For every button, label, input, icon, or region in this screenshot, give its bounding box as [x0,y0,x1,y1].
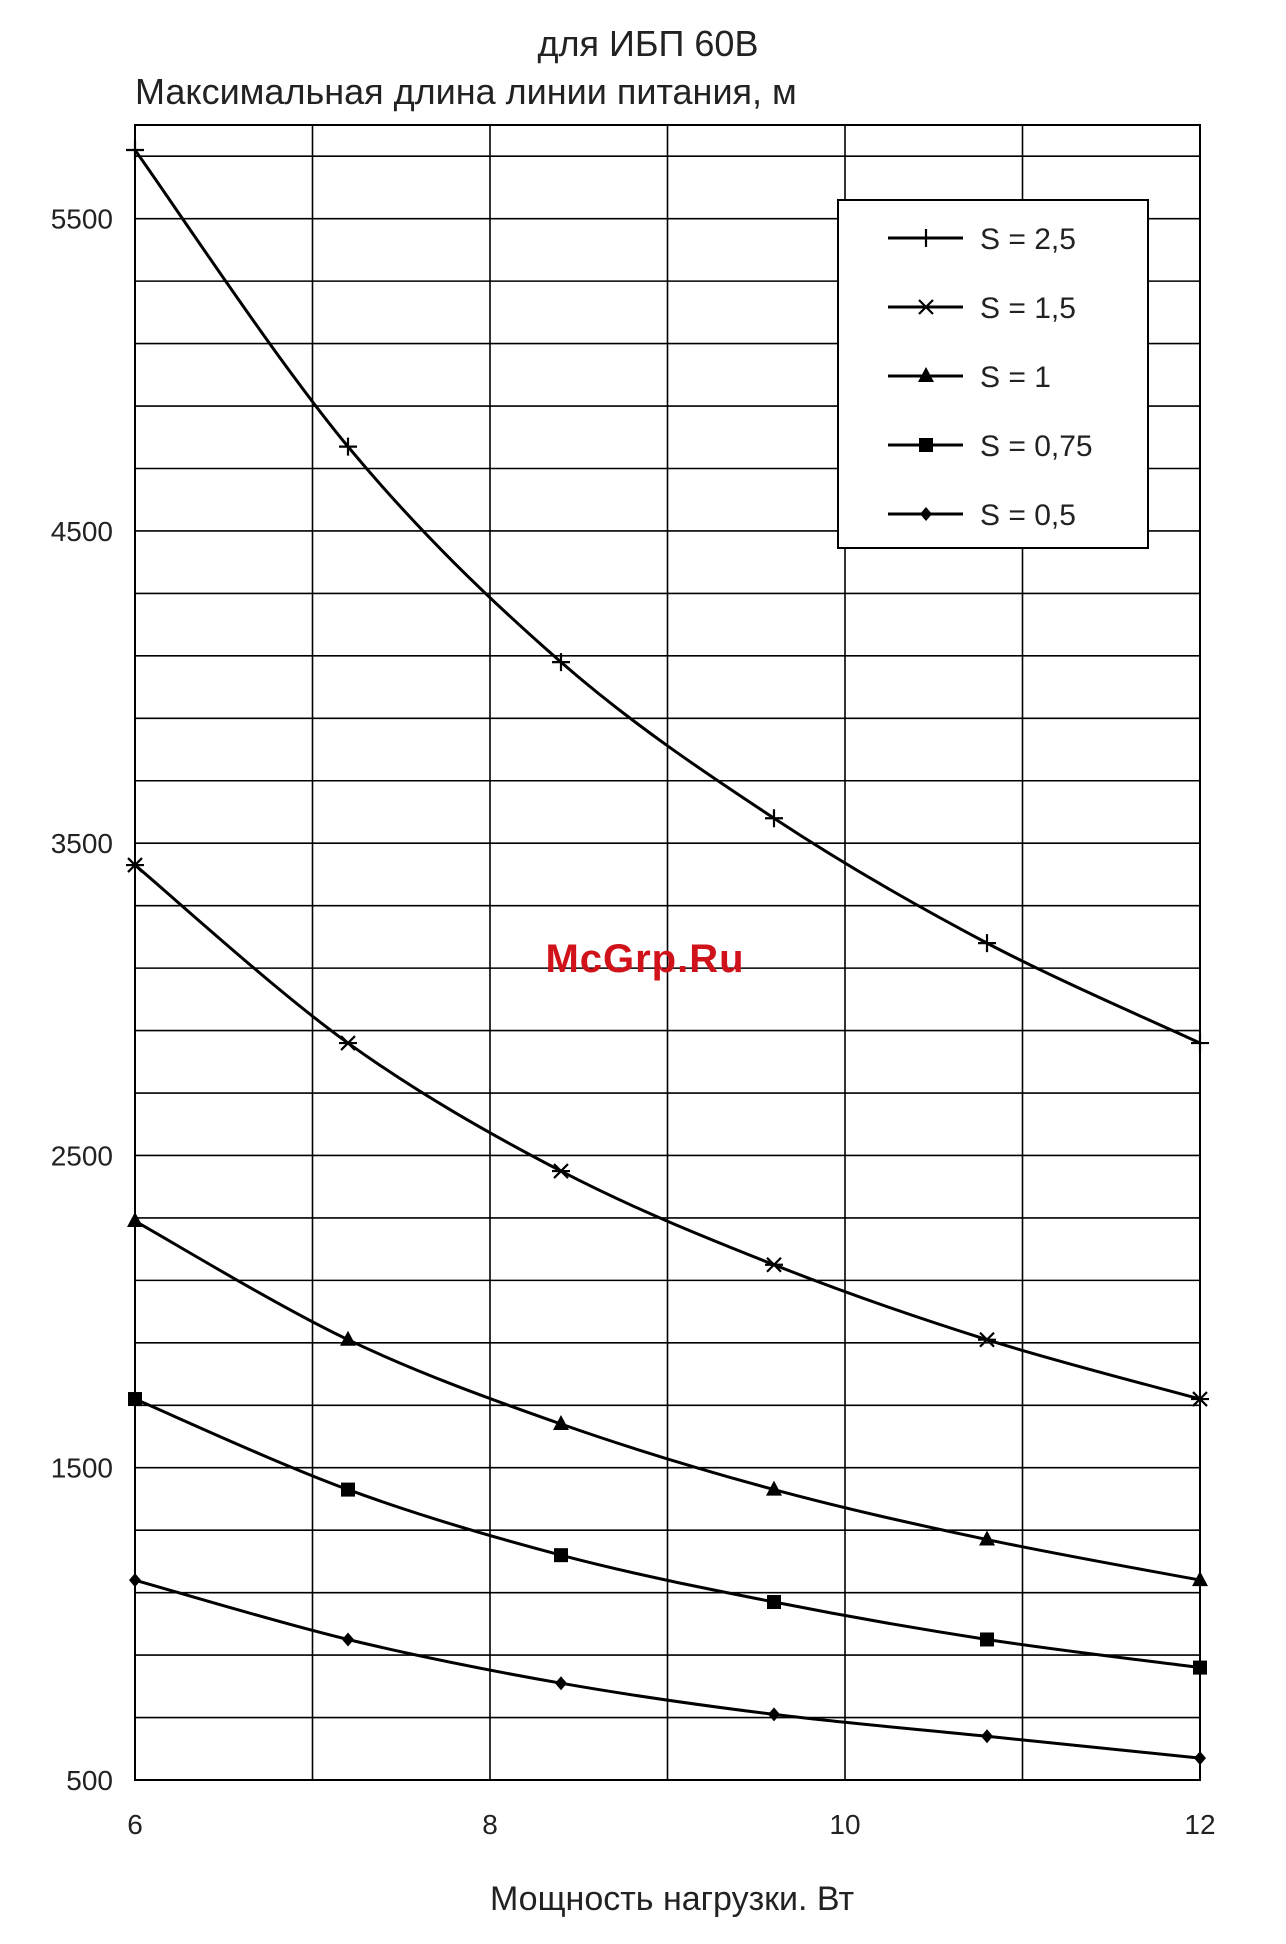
x-tick-label: 8 [482,1809,498,1840]
y-tick-label: 1500 [51,1453,113,1484]
x-axis-label: Мощность нагрузки. Вт [490,1880,854,1918]
data-point [767,1595,781,1610]
series-group [126,140,1209,1766]
legend-item: S = 1 [888,361,1051,394]
data-point [978,1331,996,1348]
y-tick-label: 5500 [51,204,113,235]
data-point [340,1330,356,1346]
legend-box [837,199,1149,549]
legend-marker [917,229,935,247]
legend: S = 2,5 S = 1,5 S = 1 S = 0,75 S = 0,5 [837,199,1149,549]
series-line [134,863,1201,1401]
legend-item: S = 0,5 [888,499,1076,532]
data-point [553,1415,569,1431]
y-tick-label: 3500 [51,828,113,859]
series-2 [126,857,1209,1407]
x-tick-labels: 6 8 10 12 [127,1809,1215,1840]
data-point [979,1530,995,1546]
plot-frame [134,124,1201,1781]
data-point [339,437,357,456]
data-point [978,934,996,953]
data-point [980,1632,994,1647]
y-tick-labels: 500 1500 2500 3500 4500 5500 [51,204,113,1796]
data-point [342,1632,354,1647]
legend-marker [918,367,934,382]
data-point [768,1707,780,1722]
series-line [134,1397,1201,1670]
legend-item: S = 1,5 [888,292,1076,325]
data-point [341,1482,355,1497]
y-tick-label: 500 [66,1765,113,1796]
data-point [339,1035,357,1051]
data-point [552,1163,570,1179]
data-point [765,1256,783,1273]
y-tick-label: 4500 [51,516,113,547]
legend-label: S = 1 [980,361,1051,394]
series-5 [129,1573,1206,1766]
legend-label: S = 2,5 [980,223,1076,256]
legend-marker [919,438,933,452]
legend-label: S = 0,5 [980,499,1076,532]
x-tick-label: 6 [127,1809,143,1840]
legend-label: S = 1,5 [980,292,1076,325]
legend-marker [920,507,932,521]
series-line [134,1578,1201,1760]
legend-label: S = 0,75 [980,430,1093,463]
y-tick-label: 2500 [51,1140,113,1171]
x-tick-label: 12 [1184,1809,1215,1840]
legend-item: S = 0,75 [888,430,1093,463]
series-line [133,149,1201,1045]
data-point [766,1480,782,1496]
data-point [981,1729,993,1744]
x-tick-label: 10 [829,1809,860,1840]
watermark: McGrp.Ru [545,937,744,981]
series-line [134,1219,1201,1582]
data-point [765,809,783,828]
y-axis-label: Максимальная длина линии питания, м [135,71,797,112]
legend-marker [917,299,935,315]
data-point [554,1548,568,1563]
chart-title: для ИБП 60В [538,23,759,64]
legend-item: S = 2,5 [888,223,1076,256]
data-point [555,1676,567,1691]
data-point [552,653,570,672]
